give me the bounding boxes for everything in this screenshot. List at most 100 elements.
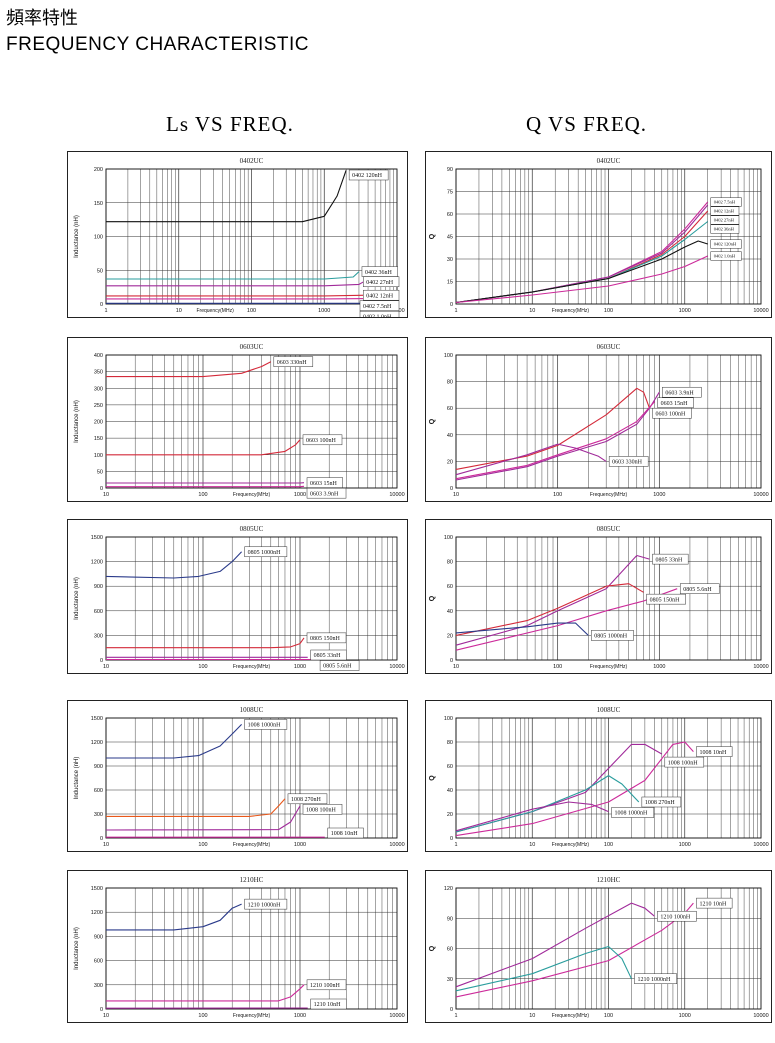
series-line: [455, 391, 660, 481]
y-tick-label: 0: [100, 658, 103, 664]
x-tick-label: 10: [453, 664, 459, 670]
series-label: 1008 100nH: [302, 804, 343, 815]
series-label: 0603 330nH: [273, 356, 314, 367]
y-axis-label: Inductance (nH): [74, 400, 80, 443]
series-line: [455, 204, 709, 304]
y-tick-label: 0: [100, 836, 103, 842]
series-line: [455, 221, 709, 304]
x-tick-label: 10: [176, 308, 182, 314]
series-label: 0805 150nH: [646, 593, 686, 605]
x-tick-label: 10000: [753, 492, 768, 498]
y-tick-label: 75: [447, 190, 453, 196]
series-label-box: [696, 897, 733, 909]
series-label-text: 0402 1.0nH: [363, 314, 392, 317]
y-tick-label: 1200: [91, 910, 103, 916]
y-tick-label: 0: [450, 1007, 453, 1013]
y-tick-label: 100: [94, 235, 103, 241]
x-axis-label: Frequency(MHz): [552, 1013, 590, 1019]
x-axis-label: Frequency(MHz): [233, 1013, 271, 1019]
series-label-text: 1008 10nH: [331, 831, 359, 837]
x-tick-label: 100: [198, 492, 207, 498]
chart-0402-ls: 0402UC050100150200110100100010000Frequen…: [67, 151, 408, 318]
y-tick-label: 100: [444, 716, 453, 722]
x-tick-label: 10000: [389, 492, 404, 498]
y-tick-label: 300: [94, 386, 103, 392]
x-tick-label: 1: [454, 1013, 457, 1019]
chart-1210-q: 1210HC 0 30 60 90 120 1 10 100 1000 10000 Frequency…: [425, 870, 772, 1023]
series-label-text: 0603 3.9nH: [665, 390, 694, 396]
series-label: 0805 1000nH: [591, 630, 634, 641]
x-tick-label: 1000: [294, 842, 306, 848]
x-tick-label: 1000: [318, 308, 330, 314]
series-label-box: [363, 289, 400, 301]
y-tick-label: 1200: [91, 560, 103, 566]
y-tick-label: 300: [94, 812, 103, 818]
chart-title: 0603UC: [597, 343, 621, 351]
y-tick-label: 0: [450, 302, 453, 308]
y-tick-label: 120: [444, 886, 453, 892]
x-tick-label: 10: [103, 664, 109, 670]
series-label-text: 1210 100nH: [660, 914, 691, 920]
series-label-box: [679, 583, 720, 594]
y-tick-label: 1500: [91, 535, 103, 541]
grid: [455, 354, 761, 489]
series-label-text: 1008 1000nH: [615, 811, 649, 817]
series-label-box: [244, 898, 288, 910]
series-label-box: [664, 756, 705, 768]
series-label: 1210 1000nH: [244, 898, 288, 910]
series-label: 0402 27nH: [363, 276, 400, 287]
plot-frame: [105, 168, 398, 305]
series-label: 1008 100nH: [664, 756, 705, 768]
series-label-box: [696, 746, 733, 757]
x-axis-label: Frequency(MHz): [233, 492, 271, 498]
series-label: 0402 120nH: [710, 239, 742, 249]
x-tick-label: 100: [553, 492, 562, 498]
series-line: [455, 945, 632, 992]
grid: [105, 168, 397, 305]
chart-0805-q: 0805UC 0 20 40 60 80 100 10 100 1000 10000 Frequenc…: [425, 519, 772, 674]
series-label: 0603 3.9nH: [306, 487, 347, 499]
series-label-box: [646, 593, 686, 605]
y-tick-label: 90: [447, 916, 453, 922]
series-line: [106, 170, 347, 223]
chart-title: 0805UC: [597, 525, 621, 533]
series-line: [455, 583, 644, 636]
series-label-box: [710, 206, 740, 216]
grid: [105, 717, 397, 839]
chart-0805-ls: 0805UC 0 300 600 900 1200 1500 10 100 1000 10000 Fr…: [67, 519, 408, 674]
series-label-box: [306, 632, 347, 644]
chart-0603-ls: 0603UC 0 50 100 150 200 250 300 350 400 10 100 1000 1…: [67, 337, 408, 502]
series-label: 1210 10nH: [696, 897, 733, 909]
series-line: [455, 622, 589, 636]
x-axis-label: Frequency(MHz): [552, 842, 590, 848]
series-label-box: [710, 224, 740, 234]
series-label-box: [591, 630, 634, 641]
series-label-box: [306, 477, 343, 488]
series-line: [105, 805, 301, 831]
series-line: [455, 801, 609, 832]
chart-title: 1210HC: [240, 876, 264, 884]
y-tick-label: 40: [447, 609, 453, 615]
y-axis-label: Inductance (nH): [74, 577, 80, 620]
y-tick-label: 0: [450, 836, 453, 842]
series-label-text: 0603 15nH: [310, 481, 338, 487]
series-label: 0603 3.9nH: [662, 386, 702, 398]
x-tick-label: 100: [604, 308, 613, 314]
series-label: 1008 10nH: [696, 746, 733, 757]
series-label-text: 1210 10nH: [699, 901, 727, 907]
x-tick-label: 10: [453, 492, 459, 498]
series-label-box: [359, 300, 400, 311]
chart-title: 0603UC: [240, 343, 264, 351]
x-axis-label: Frequency(MHz): [590, 664, 628, 670]
y-tick-label: 40: [447, 788, 453, 794]
series-label-text: 0805 5.6nH: [323, 664, 352, 670]
chart-1008-q: 1008UC 0 20 40 60 80 100 1 10 100 1000 10000 Frequen…: [425, 700, 772, 852]
y-tick-label: 1500: [91, 886, 103, 892]
series-label-box: [273, 356, 314, 367]
y-axis-label: Q: [429, 945, 436, 951]
series-line: [106, 294, 369, 297]
series-line: [455, 240, 708, 304]
series-label-box: [306, 979, 347, 991]
series-label-box: [710, 239, 742, 249]
y-tick-label: 0: [100, 1007, 103, 1013]
